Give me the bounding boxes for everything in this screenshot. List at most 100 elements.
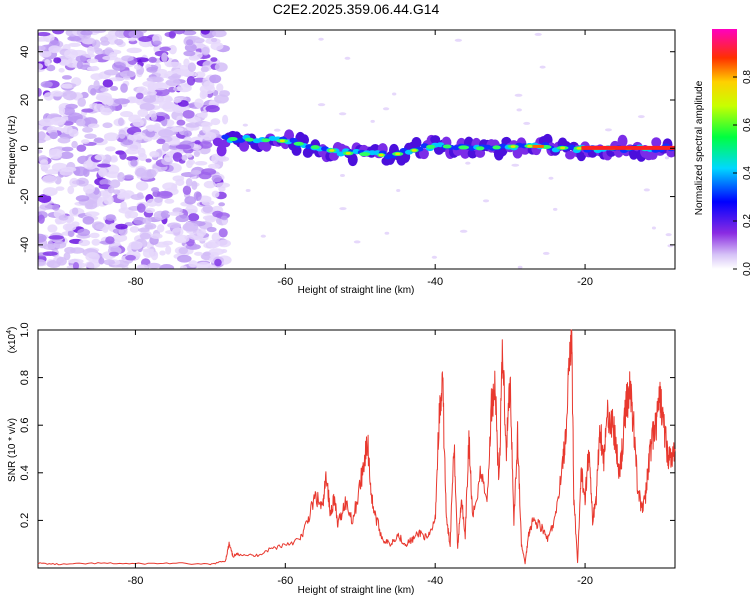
spectrogram-noise-cell [200,66,209,73]
spectrogram-noise-cell [75,118,86,127]
spectrogram-noise-cell [99,36,109,43]
spectrogram-noise-cell [391,92,397,96]
spectrogram-noise-cell [102,122,113,129]
spectrogram-noise-cell [61,83,73,89]
spectrogram-noise-cell [119,192,130,198]
spectrogram-noise-cell [137,108,149,118]
spectrogram-noise-cell [643,188,650,192]
spectrogram-noise-cell [201,121,213,128]
spectrogram-noise-cell [173,98,182,103]
spectrogram-noise-cell [162,182,178,191]
spectrogram-noise-cell [71,207,79,215]
spectrogram-noise-cell [49,131,59,140]
spectrogram-noise-cell [203,180,216,189]
spectrogram-x-tick-label: -60 [277,276,293,288]
signal-track-hotspot [475,146,485,151]
spectrogram-noise-cell [112,189,121,195]
spectrogram-noise-cell [107,185,115,194]
spectrogram-noise-cell [59,169,74,176]
spectrogram-noise-cell [202,204,213,214]
spectrogram-noise-cell [103,194,114,205]
spectrogram-noise-cell [132,131,146,140]
spectrogram-noise-cell [151,187,160,193]
spectrogram-noise-cell [168,44,177,55]
spectrogram-noise-cell [90,73,104,81]
spectrogram-noise-cell [167,211,184,216]
signal-track-halo [411,136,422,149]
spectrogram-noise-cell [123,174,134,180]
spectrogram-noise-cell [129,226,140,233]
spectrogram-noise-cell [58,214,69,221]
spectrogram-noise-cell [126,47,142,54]
spectrogram-noise-cell [138,35,153,42]
spectrogram-noise-cell [133,216,147,225]
spectrogram-noise-cell [340,174,345,178]
spectrogram-noise-cell [134,64,142,70]
spectrogram-noise-cell [245,189,251,193]
spectrogram-noise-cell [87,45,95,56]
spectrogram-y-tick-label: 20 [19,94,31,106]
spectrogram-noise-cell [38,149,43,154]
spectrogram-noise-cell [217,156,230,162]
spectrogram-noise-cell [48,45,61,54]
spectrogram-noise-cell [48,148,63,157]
signal-track-halo [647,150,658,160]
spectrogram-noise-cell [158,128,174,138]
snr-x-tick-label: -40 [427,575,443,587]
spectrogram-noise-cell [210,57,218,62]
spectrogram-noise-cell [38,63,44,70]
spectrogram-noise-cell [215,182,231,188]
spectrogram-noise-cell [188,232,204,240]
spectrogram-noise-cell [135,167,146,177]
spectrogram-noise-cell [114,38,124,46]
spectrogram-noise-cell [38,131,46,140]
spectrogram-noise-cell [120,201,128,211]
spectrogram-signal-track [212,129,675,167]
spectrogram-noise-cell [51,30,65,35]
spectrogram-noise-cell [118,228,128,236]
spectrogram-noise-cell [103,259,115,266]
signal-track-hotspot [261,138,271,143]
spectrogram-noise-cell [201,200,215,206]
spectrogram-noise-cell [55,218,62,225]
spectrogram-noise-cell [61,146,74,152]
spectrogram-noise-cell [203,80,215,91]
spectrogram-noise-cell [125,254,136,261]
spectrogram-noise-cell [130,159,138,167]
spectrogram-y-tick-label: -20 [19,189,31,205]
spectrogram-noise-cell [83,183,95,194]
spectrogram-noise-cell [75,55,87,63]
spectrogram-noise-cell [179,265,188,269]
spectrogram-noise-cell [260,234,266,238]
spectrogram-x-ticks: -80 -60 -40 -20 [127,30,593,288]
spectrogram-noise-cell [200,30,210,35]
snr-y-ticks: 0.2 0.4 0.6 0.8 1.0 [19,322,675,528]
spectrogram-noise-cell [210,118,221,126]
spectrogram-noise-cell [164,198,175,204]
spectrogram-noise-cell [182,222,199,232]
spectrogram-noise-cell [128,241,143,250]
spectrogram-noise-cell [202,215,218,221]
snr-y-tick-label: 0.8 [19,370,31,385]
spectrogram-noise-cell [155,68,168,74]
spectrogram-noise-cell [42,187,58,197]
spectrogram-noise-cell [193,191,202,202]
spectrogram-noise-cell [147,124,155,132]
spectrogram-noise-cell [146,66,158,73]
spectrogram-noise-cell [217,239,231,248]
spectrogram-noise-cell [172,152,183,162]
spectrogram-noise-cell [84,133,97,139]
spectrogram-noise-cell [94,154,106,161]
spectrogram-x-tick-label: -80 [127,276,143,288]
colorbar-tick-label: 0.4 [742,166,750,180]
spectrogram-noise-cell [90,88,97,96]
spectrogram-noise-cell [51,204,60,211]
spectrogram-noise-cell [317,103,326,107]
spectrogram-noise-cell [193,37,205,44]
spectrogram-noise-cell [103,69,119,76]
spectrogram-noise-cell [187,213,200,222]
spectrogram-noise-cell [339,207,347,211]
signal-track-hotspot [576,146,582,150]
spectrogram-noise-cell [186,76,196,86]
colorbar-tick-label: 0.6 [742,118,750,132]
